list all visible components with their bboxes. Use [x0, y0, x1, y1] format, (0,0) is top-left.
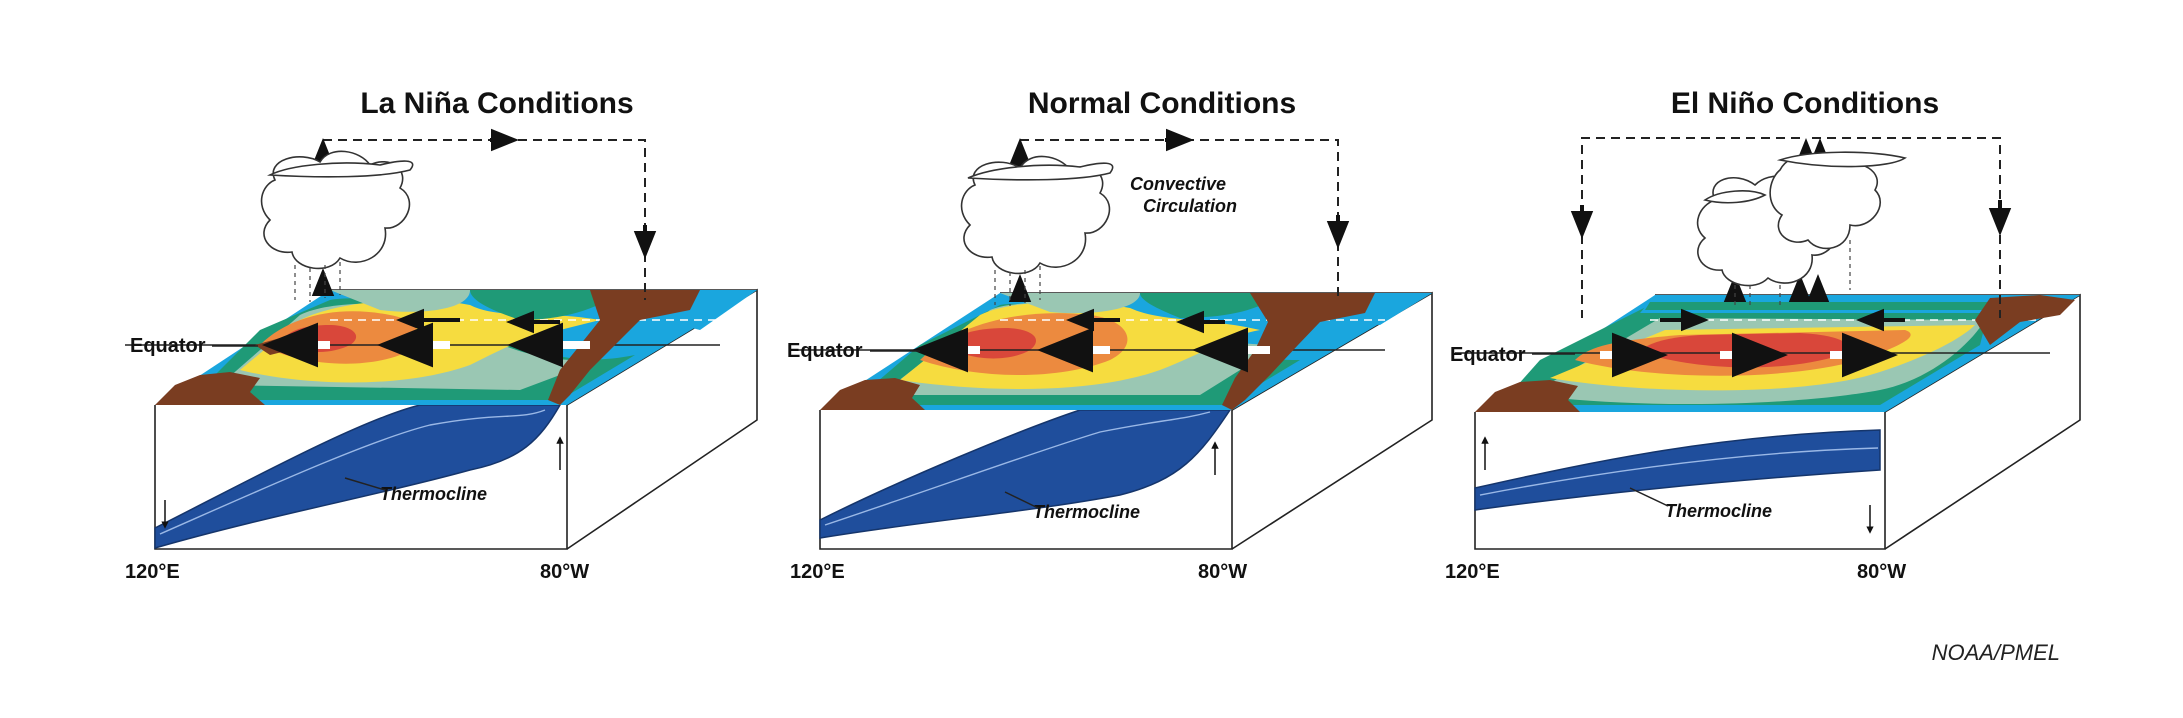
longitude-80w: 80°W	[1198, 561, 1247, 583]
thermocline-label: Thermocline	[1665, 501, 1772, 521]
ocean-box	[1455, 293, 2081, 550]
longitude-120e: 120°E	[790, 561, 845, 583]
thermocline-label: Thermocline	[380, 484, 487, 504]
credit: NOAA/PMEL	[1932, 640, 2060, 665]
equator-label: Equator	[130, 335, 206, 357]
panel-title: Normal Conditions	[1028, 87, 1296, 120]
longitude-80w: 80°W	[1857, 561, 1906, 583]
longitude-120e: 120°E	[1445, 561, 1500, 583]
thermocline-label: Thermocline	[1033, 502, 1140, 522]
equator-label: Equator	[1450, 344, 1526, 366]
thermocline-layer	[819, 409, 1232, 539]
land-west	[820, 378, 925, 410]
panel-el-nino: El Niño Conditions	[1445, 87, 2081, 583]
circulation-label-line2: Circulation	[1143, 196, 1237, 216]
thermocline-layer	[154, 404, 562, 549]
panel-title: El Niño Conditions	[1671, 87, 1939, 120]
longitude-80w: 80°W	[540, 561, 589, 583]
cloud	[960, 155, 1114, 306]
panel-title: La Niña Conditions	[360, 87, 633, 120]
land-west	[1475, 380, 1580, 412]
thermocline-layer	[1474, 429, 1881, 511]
longitude-120e: 120°E	[125, 561, 180, 583]
equator-label: Equator	[787, 340, 863, 362]
land-west	[155, 372, 265, 405]
ocean-box	[795, 291, 1433, 550]
land-east	[1975, 295, 2075, 345]
ocean-box	[125, 288, 758, 550]
land-east	[1222, 293, 1375, 410]
panel-normal: Normal Conditions	[787, 87, 1433, 583]
circulation-label-line1: Convective	[1130, 174, 1226, 194]
panel-la-nina: La Niña Conditions	[125, 87, 758, 583]
cloud	[260, 150, 414, 302]
cloud	[1696, 151, 1907, 305]
